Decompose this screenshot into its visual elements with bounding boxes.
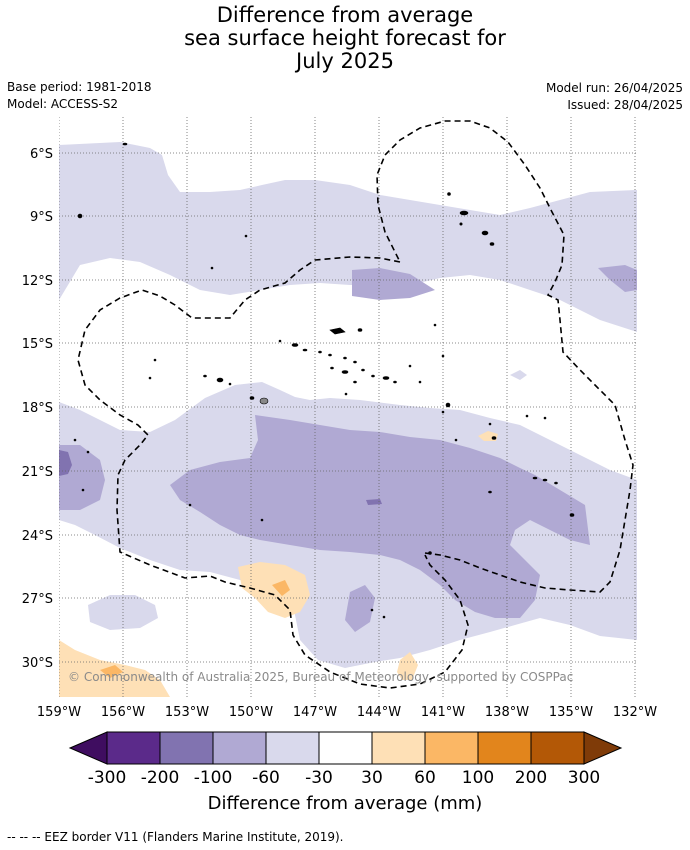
eez-legend: -- -- -- EEZ border V11 (Flanders Marine… xyxy=(7,830,344,844)
colorbar-cell xyxy=(266,732,319,764)
lon-label: 144°W xyxy=(357,705,401,720)
colorbar-cell xyxy=(531,732,584,764)
graticule xyxy=(59,117,637,697)
lat-label: 27°S xyxy=(22,592,53,607)
eez-border xyxy=(77,120,634,689)
lat-label: 30°S xyxy=(22,656,53,671)
lon-label: 141°W xyxy=(421,705,465,720)
colorbar-cell xyxy=(319,732,372,764)
colorbar-cell xyxy=(107,732,160,764)
map-area: © Commonwealth of Australia 2025, Bureau… xyxy=(59,117,637,697)
lon-label: 156°W xyxy=(101,705,145,720)
colorbar-cell xyxy=(160,732,213,764)
lat-label: 24°S xyxy=(22,529,53,544)
colorbar-extend-high xyxy=(583,731,623,765)
latitude-labels: 6°S 9°S 12°S 15°S 18°S 21°S 24°S 27°S 30… xyxy=(22,147,53,671)
colorbar-extend-low xyxy=(68,731,108,765)
colorbar-tick-label: 200 xyxy=(515,768,547,788)
colorbar-tick-label: 100 xyxy=(462,768,494,788)
colorbar: -300 -200 -100 -60 -30 30 60 100 200 300… xyxy=(68,731,623,814)
colorbar-cell xyxy=(425,732,478,764)
lon-label: 147°W xyxy=(293,705,337,720)
longitude-labels: 159°W 156°W 153°W 150°W 147°W 144°W 141°… xyxy=(37,705,657,720)
colorbar-cell xyxy=(478,732,531,764)
lat-label: 21°S xyxy=(22,465,53,480)
title-line-1: Difference from average xyxy=(216,3,474,27)
colorbar-tick-label: 30 xyxy=(361,768,383,788)
colorbar-tick-label: 300 xyxy=(568,768,600,788)
lat-label: 18°S xyxy=(22,401,53,416)
model-text: Model: ACCESS-S2 xyxy=(7,97,119,111)
colorbar-cell xyxy=(372,732,425,764)
issued-text: Issued: 28/04/2025 xyxy=(567,98,683,112)
title-line-2: sea surface height forecast for xyxy=(184,26,506,50)
map-title: Difference from average sea surface heig… xyxy=(0,4,690,73)
lat-label: 6°S xyxy=(30,147,53,162)
colorbar-tick-label: -200 xyxy=(141,768,180,788)
lon-label: 135°W xyxy=(549,705,593,720)
lon-label: 132°W xyxy=(613,705,657,720)
model-run-text: Model run: 26/04/2025 xyxy=(545,81,683,95)
colorbar-tick-label: -60 xyxy=(252,768,280,788)
anomaly-contour-dark xyxy=(59,450,382,505)
islands xyxy=(73,142,575,619)
copyright-text: © Commonwealth of Australia 2025, Bureau… xyxy=(68,670,573,684)
colorbar-tick-label: -30 xyxy=(305,768,333,788)
lon-label: 159°W xyxy=(37,705,81,720)
lon-label: 138°W xyxy=(485,705,529,720)
lat-label: 12°S xyxy=(22,274,53,289)
colorbar-cell xyxy=(213,732,266,764)
colorbar-tick-label: -300 xyxy=(88,768,127,788)
lon-label: 153°W xyxy=(165,705,209,720)
colorbar-tick-label: 60 xyxy=(414,768,436,788)
lon-label: 150°W xyxy=(229,705,273,720)
anomaly-contour-medium xyxy=(59,265,637,632)
colorbar-label: Difference from average (mm) xyxy=(208,793,483,814)
base-period-text: Base period: 1981-2018 xyxy=(7,80,152,94)
lat-label: 9°S xyxy=(30,210,53,225)
lat-label: 15°S xyxy=(22,337,53,352)
title-line-3: July 2025 xyxy=(296,49,394,73)
colorbar-tick-label: -100 xyxy=(194,768,233,788)
